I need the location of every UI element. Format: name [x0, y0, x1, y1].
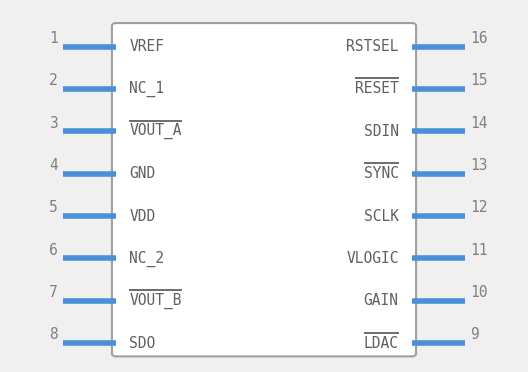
- Text: SYNC: SYNC: [364, 166, 399, 181]
- Text: 16: 16: [470, 31, 487, 46]
- Text: RSTSEL: RSTSEL: [346, 39, 399, 54]
- Text: VOUT_B: VOUT_B: [129, 293, 182, 309]
- Text: 11: 11: [470, 243, 487, 258]
- Text: NC_2: NC_2: [129, 250, 164, 266]
- Text: SDIN: SDIN: [364, 124, 399, 139]
- FancyBboxPatch shape: [112, 23, 416, 356]
- Text: VOUT_A: VOUT_A: [129, 123, 182, 140]
- Text: RESET: RESET: [355, 81, 399, 96]
- Text: 6: 6: [49, 243, 58, 258]
- Text: 2: 2: [49, 73, 58, 88]
- Text: 12: 12: [470, 201, 487, 215]
- Text: VREF: VREF: [129, 39, 164, 54]
- Text: 7: 7: [49, 285, 58, 300]
- Text: 10: 10: [470, 285, 487, 300]
- Text: 3: 3: [49, 116, 58, 131]
- Text: 8: 8: [49, 327, 58, 343]
- Text: LDAC: LDAC: [364, 336, 399, 351]
- Text: 1: 1: [49, 31, 58, 46]
- Text: GAIN: GAIN: [364, 293, 399, 308]
- Text: 5: 5: [49, 201, 58, 215]
- Text: VDD: VDD: [129, 209, 156, 224]
- Text: 14: 14: [470, 116, 487, 131]
- Text: SCLK: SCLK: [364, 209, 399, 224]
- Text: SDO: SDO: [129, 336, 156, 351]
- Text: NC_1: NC_1: [129, 81, 164, 97]
- Text: VLOGIC: VLOGIC: [346, 251, 399, 266]
- Text: GND: GND: [129, 166, 156, 181]
- Text: 15: 15: [470, 73, 487, 88]
- Text: 4: 4: [49, 158, 58, 173]
- Text: 13: 13: [470, 158, 487, 173]
- Text: 9: 9: [470, 327, 479, 343]
